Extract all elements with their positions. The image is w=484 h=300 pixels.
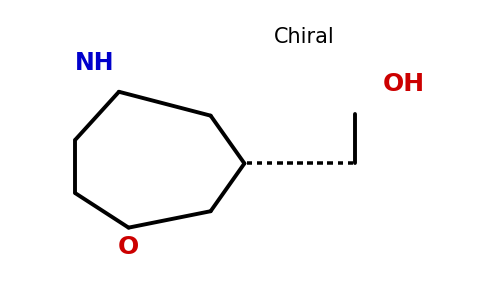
Text: O: O	[118, 235, 139, 259]
Text: NH: NH	[75, 51, 115, 75]
Text: Chiral: Chiral	[274, 26, 335, 46]
Text: OH: OH	[383, 72, 425, 96]
